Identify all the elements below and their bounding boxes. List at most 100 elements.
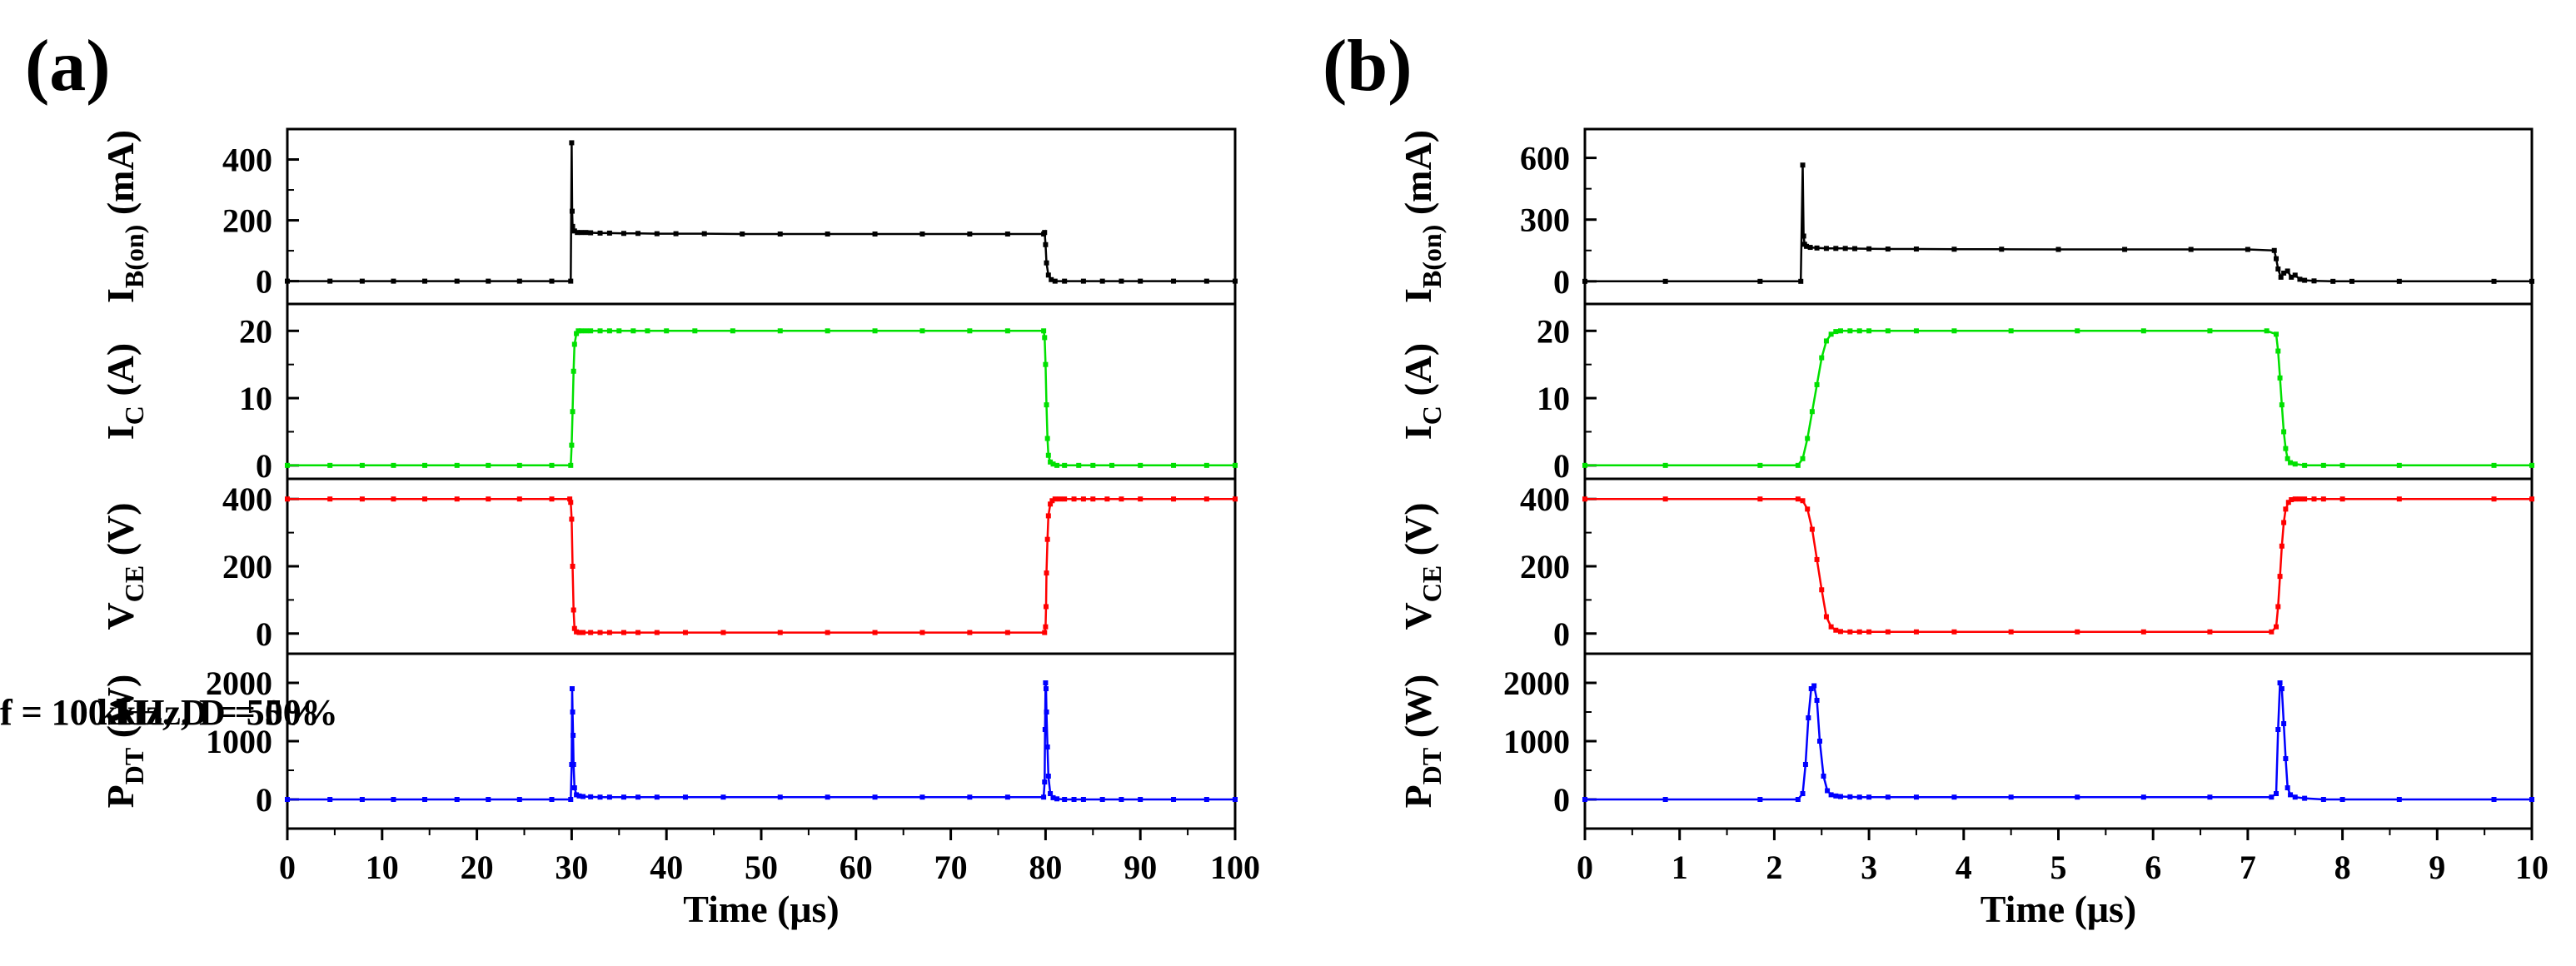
data-point: [1080, 278, 1086, 284]
data-point: [2264, 328, 2270, 334]
data-point: [1045, 452, 1051, 458]
y-axis-label: IC (A): [99, 343, 149, 440]
data-point: [1042, 727, 1048, 732]
data-point: [359, 797, 365, 802]
data-point: [1119, 797, 1124, 802]
data-point: [2140, 629, 2146, 635]
data-point: [2396, 496, 2402, 502]
data-point: [549, 496, 555, 502]
data-point: [872, 328, 878, 334]
data-point: [285, 797, 290, 802]
data-point: [1833, 793, 1839, 799]
data-point: [1819, 355, 1825, 361]
data-point: [1119, 496, 1124, 502]
data-point: [580, 630, 586, 635]
data-point: [571, 625, 577, 631]
x-tick-label: 7: [2240, 849, 2256, 886]
data-point: [654, 794, 660, 800]
data-point: [1806, 715, 1811, 720]
data-point: [2269, 794, 2275, 800]
data-point: [1048, 459, 1054, 465]
data-point: [1814, 556, 1820, 562]
y-tick-label: 400: [222, 142, 272, 179]
data-point: [1837, 629, 1843, 635]
data-point: [2297, 496, 2303, 502]
series-line: [287, 682, 1235, 801]
data-point: [2277, 574, 2283, 580]
data-point: [1805, 506, 1811, 512]
series-line: [1585, 682, 2532, 801]
data-point: [575, 328, 581, 334]
data-point: [1847, 629, 1853, 635]
data-point: [2207, 629, 2213, 635]
data-point: [2292, 794, 2298, 800]
x-tick-label: 90: [1124, 849, 1157, 886]
panel-label: (a): [25, 26, 111, 107]
data-point: [1004, 630, 1010, 635]
data-point: [285, 462, 290, 468]
data-point: [1828, 331, 1834, 337]
data-point: [620, 794, 626, 800]
data-point: [1800, 456, 1806, 461]
y-tick-label: 400: [1520, 481, 1570, 518]
data-point: [2283, 756, 2289, 761]
data-point: [583, 230, 589, 236]
data-point: [673, 231, 679, 237]
data-point: [1809, 526, 1815, 532]
x-tick-label: 30: [555, 849, 588, 886]
subplot-c: 0 10 20 IC (A): [1397, 302, 2534, 485]
data-point: [1913, 328, 1919, 334]
data-point: [2491, 797, 2497, 802]
y-tick-label: 20: [239, 312, 272, 350]
x-tick-label: 5: [2050, 849, 2067, 886]
data-point: [1856, 794, 1862, 800]
data-point: [2349, 278, 2354, 284]
data-point: [1837, 328, 1843, 334]
data-point: [1999, 246, 2005, 252]
data-point: [1582, 462, 1587, 468]
data-point: [2269, 629, 2275, 635]
data-point: [1043, 361, 1049, 367]
data-point: [620, 231, 626, 237]
subplot-frame: [1583, 652, 2534, 830]
subplot-frame: [1583, 127, 2534, 306]
x-tick-label: 9: [2429, 849, 2445, 886]
data-point: [2339, 462, 2345, 468]
data-point: [1885, 629, 1891, 635]
data-point: [1171, 496, 1177, 502]
data-point: [571, 368, 576, 374]
data-point: [1662, 462, 1668, 468]
data-point: [967, 328, 973, 334]
y-tick-label: 0: [256, 781, 272, 819]
data-point: [720, 794, 726, 800]
x-tick-label: 60: [840, 849, 873, 886]
data-point: [2320, 797, 2326, 802]
data-point: [2278, 274, 2284, 280]
data-point: [1050, 461, 1056, 467]
data-point: [2075, 629, 2080, 635]
data-point: [327, 278, 333, 284]
data-point: [1852, 246, 1858, 251]
data-point: [1828, 624, 1834, 630]
data-point: [919, 794, 925, 800]
data-point: [1138, 462, 1144, 468]
data-point: [2285, 456, 2290, 461]
data-point: [2311, 278, 2317, 284]
data-point: [2529, 278, 2534, 284]
data-point: [2491, 278, 2497, 284]
data-point: [597, 630, 603, 635]
data-point: [682, 794, 688, 800]
data-point: [2277, 375, 2283, 381]
y-tick-label: 1000: [1503, 723, 1570, 760]
data-point: [2281, 520, 2287, 525]
data-point: [422, 278, 428, 284]
data-point: [1080, 797, 1086, 802]
data-point: [1043, 686, 1049, 691]
data-point: [1800, 498, 1806, 504]
data-point: [574, 331, 580, 336]
data-point: [2529, 797, 2534, 802]
data-point: [570, 223, 575, 229]
data-point: [2283, 446, 2289, 451]
